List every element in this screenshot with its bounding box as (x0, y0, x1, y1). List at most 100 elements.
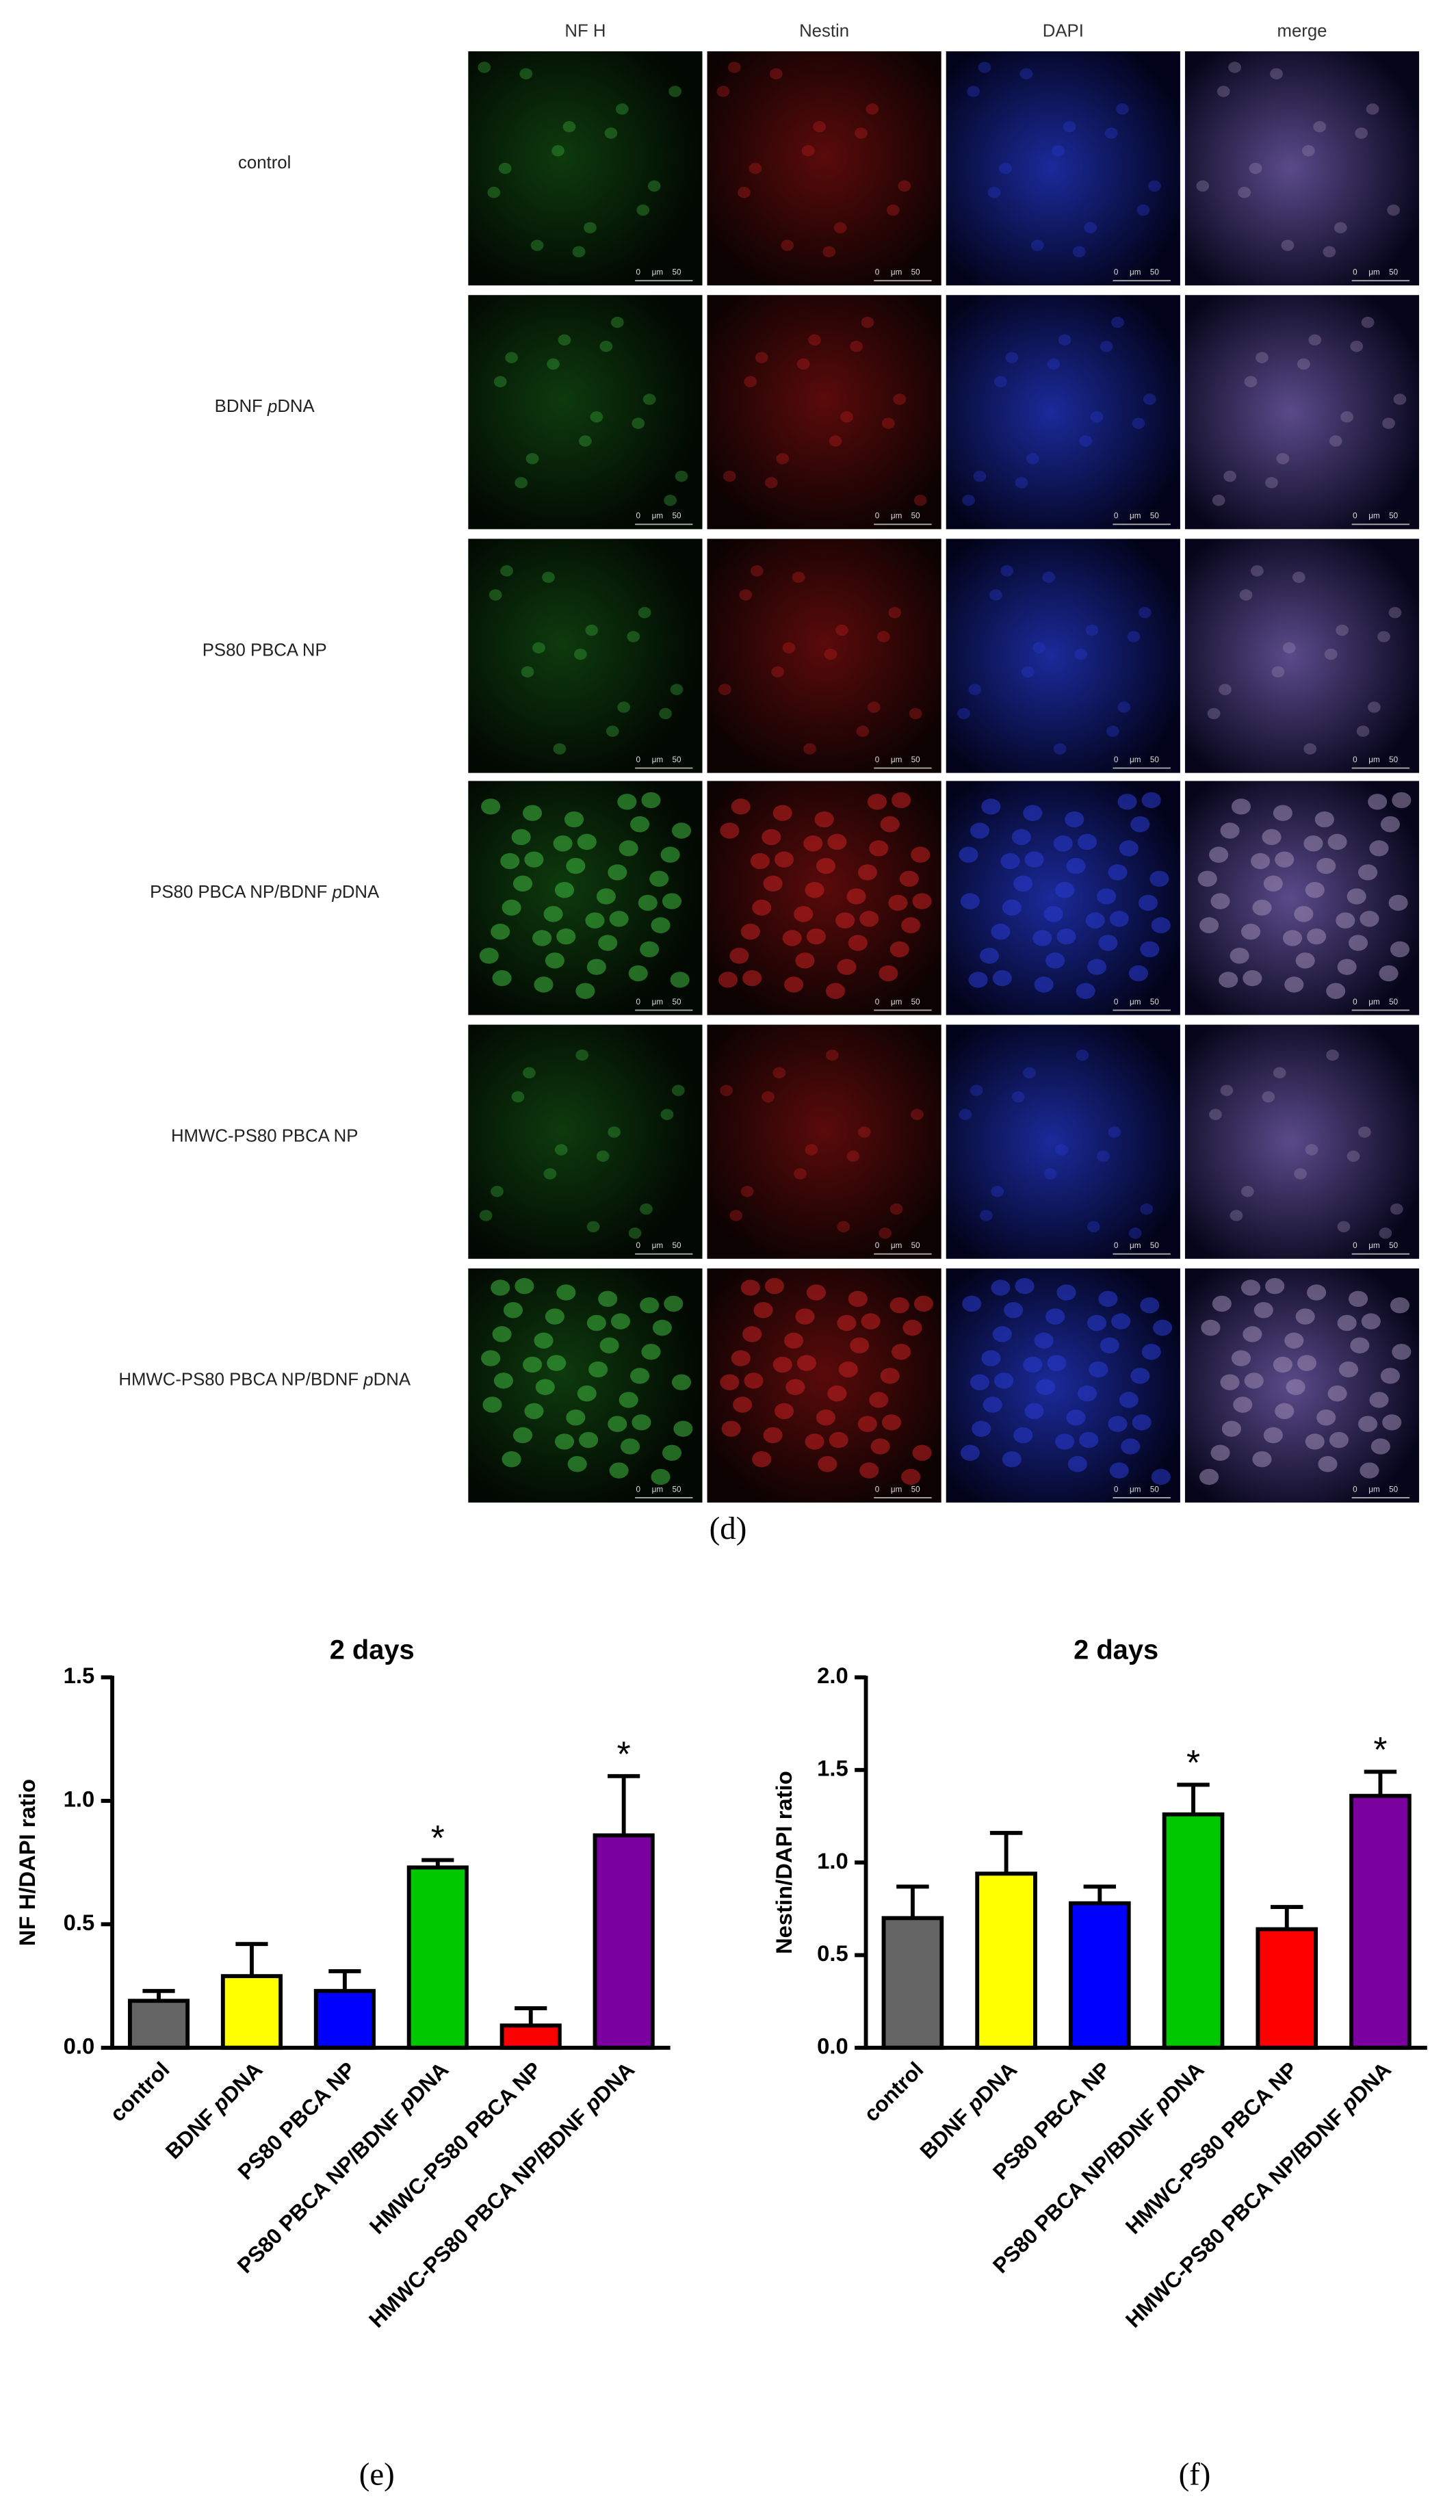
cell (1212, 495, 1225, 506)
cell (1058, 334, 1071, 346)
cell (542, 571, 555, 583)
cell (523, 1067, 536, 1079)
bar (1162, 1812, 1225, 2050)
micrograph (468, 538, 703, 773)
cell (880, 816, 900, 833)
cell (482, 1397, 502, 1413)
cell (500, 853, 520, 870)
cell (1026, 453, 1039, 465)
cell (664, 495, 677, 506)
cell (738, 187, 751, 198)
cell (1108, 1416, 1128, 1432)
y-tick-label: 0.5 (817, 1940, 848, 1966)
cell (479, 1210, 493, 1221)
cell (794, 1168, 807, 1180)
cell (720, 1374, 740, 1390)
cell (630, 1368, 650, 1384)
cell (671, 822, 692, 839)
significance-marker: * (1186, 1743, 1200, 1782)
scale-bar-label: 0 (1353, 1241, 1357, 1250)
cell (1140, 1203, 1154, 1215)
cell (825, 1049, 839, 1061)
micrograph (707, 538, 941, 773)
cell (772, 805, 792, 821)
cell (1104, 127, 1118, 139)
cell (739, 589, 753, 601)
cell (1140, 1297, 1160, 1314)
cell (1117, 794, 1137, 810)
cell (1148, 180, 1161, 192)
cell (1015, 477, 1028, 489)
cell (1282, 930, 1303, 946)
cell (1197, 870, 1217, 887)
cell (558, 334, 571, 346)
row-label: BDNF pDNA (215, 397, 315, 416)
cell (545, 952, 564, 969)
cell (1273, 1067, 1286, 1079)
cell (524, 851, 544, 868)
cell (792, 571, 805, 583)
cell (774, 851, 794, 868)
row-label: control (238, 153, 291, 172)
scale-bar-label: 50 (672, 998, 681, 1006)
cell (1201, 1319, 1221, 1336)
column-header: Nestin (799, 22, 849, 41)
cell (521, 666, 534, 678)
cell (664, 1295, 684, 1312)
x-tick-label: control (105, 2057, 174, 2126)
cell (491, 1186, 504, 1197)
cell (632, 417, 645, 429)
cell (547, 358, 560, 370)
cell (590, 411, 603, 423)
cell (776, 453, 790, 465)
cell (859, 911, 879, 927)
cell (794, 906, 814, 922)
scale-bar-label: μm (1130, 1485, 1141, 1494)
cell (1223, 470, 1236, 482)
cell (822, 246, 836, 258)
cell (825, 983, 846, 1000)
scale-bar-label: 0 (1114, 755, 1119, 764)
cell (1045, 1308, 1065, 1325)
cell (553, 743, 567, 755)
cell (1079, 435, 1092, 447)
cell (1369, 1392, 1389, 1408)
cell (992, 1326, 1012, 1342)
cell (1196, 180, 1210, 192)
cell (479, 948, 499, 964)
scale-bar-label: 50 (911, 998, 921, 1006)
cell (1023, 1067, 1036, 1079)
cell (814, 811, 834, 828)
cell (1063, 120, 1076, 133)
cell (1043, 906, 1063, 922)
scale-bar-label: μm (1130, 512, 1141, 521)
cell (620, 1438, 640, 1455)
cell (1090, 411, 1104, 423)
cell (1262, 1091, 1275, 1103)
scale-bar-label: 0 (1353, 755, 1357, 764)
scale-bar-label: μm (891, 268, 902, 277)
scale-bar-label: μm (891, 755, 902, 764)
cell (889, 1203, 903, 1215)
cell (827, 833, 847, 850)
cell (1252, 1451, 1272, 1468)
cell (744, 1373, 764, 1389)
cell (1323, 246, 1336, 258)
cell (1240, 923, 1261, 940)
cell (596, 888, 616, 905)
cell (893, 393, 907, 405)
cell (588, 1361, 608, 1378)
cell (1307, 928, 1327, 945)
cell (752, 899, 772, 916)
cell (502, 899, 521, 916)
cell (1273, 1356, 1292, 1373)
cell (1035, 1379, 1056, 1395)
cell (566, 1410, 586, 1426)
cell (1067, 1456, 1087, 1472)
cell (1388, 894, 1408, 911)
scale-bar-label: 0 (875, 755, 880, 764)
cell (1253, 1302, 1273, 1319)
cell (1087, 959, 1107, 975)
cell (1219, 684, 1232, 695)
cell (1221, 1420, 1241, 1437)
